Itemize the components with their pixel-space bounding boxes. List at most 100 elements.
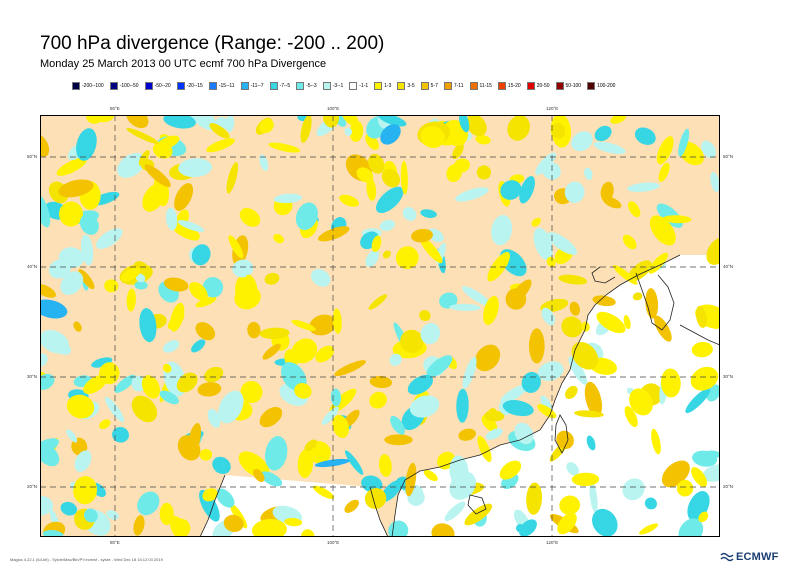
convergence-patch (78, 269, 95, 290)
convergence-patch (690, 366, 719, 391)
divergence-patch (76, 128, 97, 161)
divergence-patch (311, 268, 331, 287)
convergence-patch (163, 277, 189, 292)
divergence-patch (458, 115, 470, 133)
convergence-patch (141, 375, 160, 399)
divergence-patch (444, 501, 466, 522)
convergence-patch (366, 177, 377, 201)
convergence-patch (315, 345, 334, 363)
divergence-patch (165, 207, 178, 231)
lon-tick-bottom-120e: 120°E (546, 540, 559, 545)
convergence-patch (695, 305, 707, 328)
divergence-patch (538, 361, 564, 381)
divergence-patch (58, 247, 84, 269)
convergence-patch (556, 430, 574, 450)
convergence-patch (223, 514, 244, 532)
divergence-patch (541, 307, 555, 326)
convergence-patch (197, 382, 222, 397)
convergence-patch (574, 410, 604, 418)
legend-label: 1-3 (384, 83, 392, 89)
convergence-patch (592, 295, 616, 307)
convergence-patch (294, 383, 312, 399)
convergence-patch (483, 296, 499, 325)
legend-swatch (208, 82, 217, 90)
convergence-patch (628, 260, 652, 282)
convergence-patch (569, 301, 580, 316)
convergence-patch (291, 338, 318, 364)
divergence-patch (79, 214, 99, 235)
divergence-patch (514, 422, 534, 445)
divergence-patch (420, 209, 437, 218)
convergence-patch (341, 115, 359, 127)
convergence-patch (228, 235, 244, 259)
legend-swatch (322, 82, 331, 90)
ecmwf-logo-icon (720, 552, 734, 562)
divergence-patch (594, 125, 612, 142)
convergence-patch (584, 381, 603, 417)
legend-label: -15--11 (218, 83, 235, 89)
convergence-patch (382, 250, 391, 259)
convergence-patch (238, 451, 270, 478)
divergence-patch (114, 374, 136, 393)
lon-tick-top-120e: 120°E (546, 106, 559, 111)
convergence-patch (600, 181, 614, 202)
convergence-patch (58, 201, 84, 227)
legend-swatch (374, 82, 383, 90)
convergence-patch (195, 296, 217, 308)
convergence-patch (381, 168, 401, 188)
divergence-patch (139, 308, 157, 343)
convergence-patch (83, 374, 108, 394)
divergence-patch (191, 339, 206, 353)
convergence-patch (624, 406, 638, 428)
divergence-patch (117, 152, 146, 178)
coastlines (199, 254, 720, 537)
convergence-patch (195, 322, 216, 341)
convergence-patch (474, 344, 501, 372)
hainan (467, 494, 487, 515)
convergence-patch (411, 228, 433, 243)
convergence-patch (262, 343, 281, 360)
convergence-patch (162, 363, 172, 373)
divergence-patch (519, 175, 535, 204)
divergence-patch (202, 277, 224, 298)
legend-item: -11--7 (240, 82, 264, 90)
legend-label: 3-5 (407, 83, 415, 89)
lat-tick-right-50n: 50°N (723, 154, 734, 159)
divergence-patch (91, 357, 113, 368)
divergence-patch (80, 234, 94, 266)
convergence-patch (475, 134, 491, 145)
divergence-patch (66, 429, 78, 443)
convergence-patch (344, 499, 359, 513)
convergence-patch (206, 138, 235, 153)
convergence-patch (138, 150, 150, 166)
convergence-patch (58, 179, 94, 198)
divergence-patch (678, 128, 690, 157)
legend-label: 7-11 (453, 83, 464, 89)
legend-label: 100-200 (597, 83, 616, 89)
convergence-patch (323, 115, 339, 128)
divergence-patch (420, 322, 441, 345)
divergence-patch (379, 219, 396, 231)
divergence-patch (634, 127, 656, 145)
convergence-patch (199, 448, 213, 461)
china-coastline (391, 254, 681, 537)
convergence-patch (645, 288, 659, 319)
convergence-patch (613, 265, 638, 285)
divergence-patch (500, 180, 522, 200)
convergence-patch (304, 439, 318, 452)
convergence-patch (477, 435, 492, 463)
legend-item: 1-3 (374, 82, 391, 90)
divergence-patch (402, 207, 417, 221)
convergence-patch (384, 434, 413, 446)
convergence-patch (561, 316, 583, 338)
legend-swatch (349, 82, 358, 90)
convergence-patch (73, 321, 82, 332)
convergence-patch (691, 341, 713, 358)
convergence-patch (632, 292, 643, 301)
convergence-patch (291, 320, 316, 331)
convergence-patch (126, 127, 159, 145)
color-legend: -200--100 -100--50 -50--20 -20--15 -15--11 -1… (72, 80, 621, 92)
convergence-patch (629, 388, 653, 416)
graticule (40, 115, 720, 537)
taiwan (554, 414, 569, 454)
